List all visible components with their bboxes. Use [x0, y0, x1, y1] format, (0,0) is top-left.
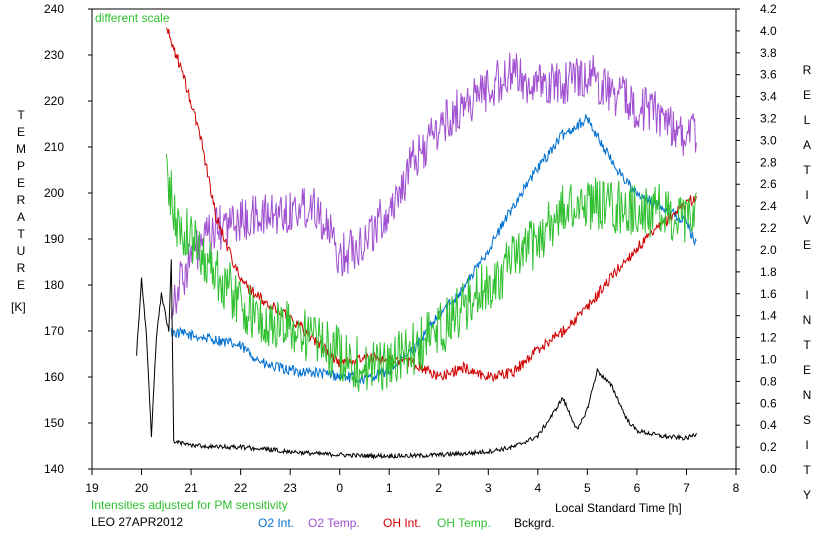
axis-layer: 1401501601701801902002102202302400.00.20… [44, 2, 777, 495]
y-left-tick-label: 240 [44, 2, 64, 16]
legend-entry: OH Int. [383, 516, 421, 530]
y-right-tick-label: 0.0 [760, 462, 777, 476]
y-axis-title-right-letter: E [802, 88, 811, 102]
y-left-tick-label: 210 [44, 140, 64, 154]
y-axis-title-right-letter: N [802, 388, 812, 402]
y-right-tick-label: 3.8 [760, 46, 777, 60]
y-right-tick-label: 1.8 [760, 265, 777, 279]
y-left-tick-label: 150 [44, 416, 64, 430]
y-right-tick-label: 3.4 [760, 90, 777, 104]
y-left-tick-label: 200 [44, 186, 64, 200]
y-right-tick-label: 2.6 [760, 177, 777, 191]
y-right-tick-label: 3.0 [760, 133, 777, 147]
y-axis-title-left-letter: M [16, 142, 26, 156]
y-left-tick-label: 190 [44, 232, 64, 246]
y-axis-title-left-letter: T [17, 227, 25, 241]
x-tick-label: 22 [234, 481, 248, 495]
x-tick-label: 4 [535, 481, 542, 495]
y-right-tick-label: 3.2 [760, 112, 777, 126]
y-axis-title-left-letter: E [16, 125, 25, 139]
y-axis-title-right-letter: E [802, 238, 811, 252]
y-axis-title-right-letter: I [805, 188, 809, 202]
y-axis-title-left-letter: A [16, 210, 25, 224]
series-line-oh-temp [165, 153, 697, 392]
series-line-o2-temp [170, 52, 697, 320]
x-tick-label: 5 [584, 481, 591, 495]
y-axis-title-right-letter [800, 258, 814, 283]
y-axis-title-right-letter: S [802, 413, 811, 427]
y-axis-title-right-letter: A [802, 138, 811, 152]
y-left-tick-label: 230 [44, 48, 64, 62]
y-right-tick-label: 0.2 [760, 440, 777, 454]
y-right-tick-label: 1.2 [760, 331, 777, 345]
x-tick-label: 2 [435, 481, 442, 495]
x-tick-label: 1 [386, 481, 393, 495]
y-axis-title-left-letter: T [17, 108, 25, 122]
x-tick-label: 19 [85, 481, 99, 495]
series-line-bckgrd [136, 259, 697, 460]
series-line-o2-int [170, 114, 697, 385]
y-left-tick-label: 160 [44, 370, 64, 384]
y-axis-title-right-letter: T [803, 163, 811, 177]
y-right-tick-label: 2.0 [760, 243, 777, 257]
y-left-tick-label: 170 [44, 324, 64, 338]
legend-entry: O2 Int. [258, 516, 294, 530]
y-axis-title-left-letter: P [16, 159, 25, 173]
x-tick-label: 6 [634, 481, 641, 495]
y-axis-title-left-letter: E [16, 176, 25, 190]
y-right-tick-label: 4.2 [760, 2, 777, 16]
y-axis-title-left-letter: R [16, 193, 26, 207]
site-date-label: LEO 27APR2012 [91, 515, 184, 529]
x-tick-label: 0 [336, 481, 343, 495]
y-axis-title-right-letter: I [805, 438, 809, 452]
x-tick-label: 23 [283, 481, 297, 495]
y-right-tick-label: 3.6 [760, 68, 777, 82]
annotation-pm-sensitivity: Intensities adjusted for PM sensitivity [91, 498, 288, 512]
y-axis-title-right-letter: I [805, 288, 809, 302]
annotation-different-scale: different scale [95, 11, 170, 25]
legend-entry: OH Temp. [437, 516, 491, 530]
series-line-oh-int [165, 27, 697, 382]
y-right-tick-label: 4.0 [760, 24, 777, 38]
y-right-tick-label: 1.0 [760, 352, 777, 366]
y-right-tick-label: 2.2 [760, 221, 777, 235]
x-axis-title: Local Standard Time [h] [555, 501, 682, 515]
y-right-tick-label: 2.8 [760, 155, 777, 169]
y-axis-title-right-letter: R [802, 63, 812, 77]
y-right-tick-label: 0.6 [760, 396, 777, 410]
legend-layer: O2 Int. O2 Temp. OH Int. OH Temp. Bckgrd. [258, 516, 555, 530]
y-axis-title-right-letter: T [803, 463, 811, 477]
y-right-tick-label: 1.4 [760, 309, 777, 323]
x-tick-label: 8 [733, 481, 740, 495]
y-right-tick-label: 2.4 [760, 199, 777, 213]
legend-entry: O2 Temp. [308, 516, 360, 530]
y-axis-title-right-letter: L [803, 113, 811, 127]
y-axis-title-right-letter: E [802, 363, 811, 377]
y-axis-title-right-letter: V [802, 213, 811, 227]
x-tick-label: 7 [683, 481, 690, 495]
x-tick-label: 21 [184, 481, 198, 495]
y-left-tick-label: 220 [44, 94, 64, 108]
y-axis-unit-left: [K] [11, 300, 26, 314]
y-axis-title-right-letter: N [802, 313, 812, 327]
y-axis-title-left-letter: E [16, 278, 25, 292]
y-right-tick-label: 1.6 [760, 287, 777, 301]
series-layer [136, 27, 697, 460]
x-tick-label: 3 [485, 481, 492, 495]
y-left-tick-label: 180 [44, 278, 64, 292]
plot-frame [91, 8, 737, 470]
x-tick-label: 20 [135, 481, 149, 495]
y-left-tick-label: 140 [44, 462, 64, 476]
y-right-tick-label: 0.4 [760, 418, 777, 432]
y-axis-title-right-letter: T [803, 338, 811, 352]
y-axis-title-left-letter: U [16, 244, 26, 258]
y-right-tick-label: 0.8 [760, 374, 777, 388]
y-axis-title-left-letter: R [16, 261, 26, 275]
y-axis-title-right-letter: Y [802, 488, 811, 502]
legend-entry: Bckgrd. [514, 516, 555, 530]
